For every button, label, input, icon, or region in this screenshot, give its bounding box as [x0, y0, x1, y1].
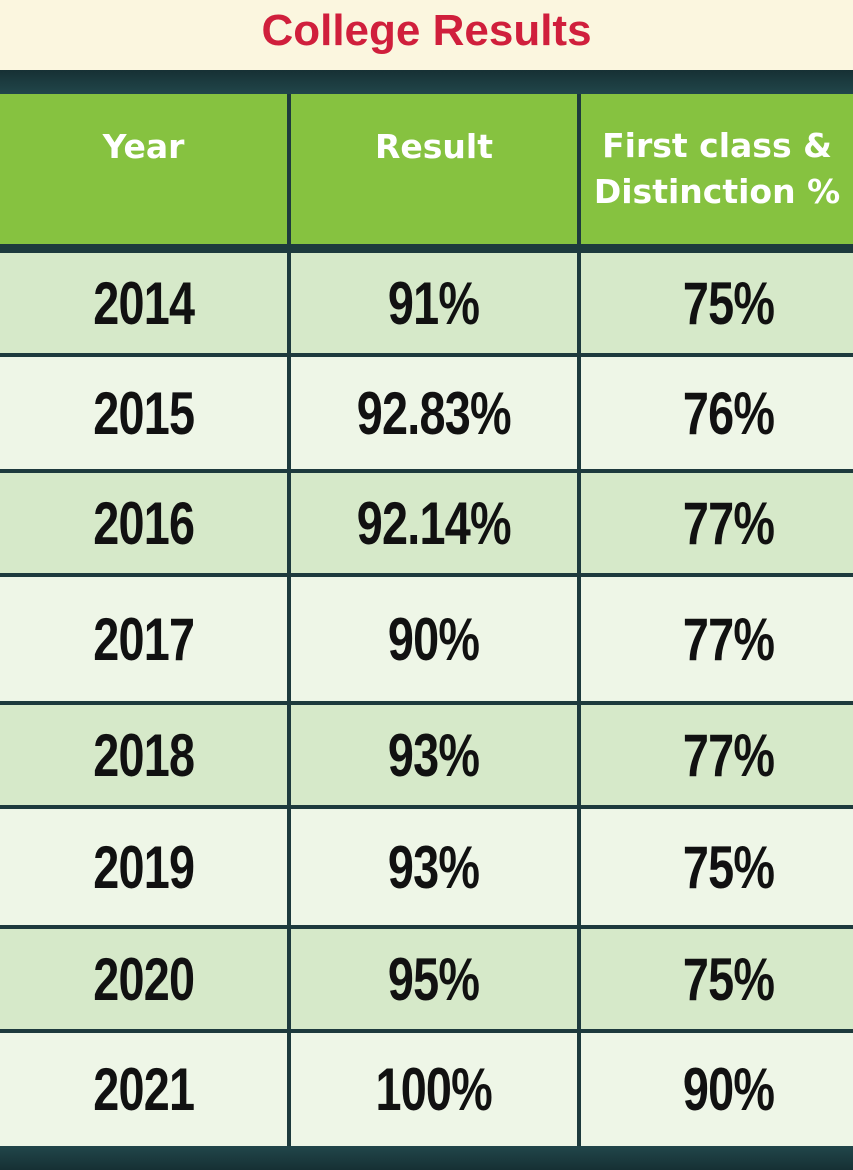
table-cell-result: 92.14%	[291, 473, 577, 573]
distinction-value: 77%	[683, 489, 775, 557]
year-value: 2020	[92, 945, 195, 1013]
header-year-label: Year	[102, 127, 185, 166]
table-cell-result: 93%	[291, 705, 577, 805]
year-value: 2017	[92, 605, 195, 673]
result-value: 93%	[388, 721, 480, 789]
header-distinction-line1: First class &	[602, 126, 832, 165]
year-value: 2014	[92, 269, 195, 337]
result-value: 91%	[388, 269, 480, 337]
page-title: College Results	[261, 6, 592, 55]
table-cell-distinction: 76%	[581, 357, 853, 469]
table-cell-result: 91%	[291, 253, 577, 353]
distinction-value: 75%	[683, 833, 775, 901]
table-cell-distinction: 77%	[581, 705, 853, 805]
header-result-label: Result	[374, 127, 493, 166]
table-cell-result: 100%	[291, 1033, 577, 1146]
result-value: 92.14%	[356, 489, 512, 557]
result-value: 100%	[375, 1056, 493, 1123]
table-cell-result: 90%	[291, 577, 577, 701]
top-divider-band	[0, 70, 853, 94]
table-cell-distinction: 75%	[581, 253, 853, 353]
distinction-value: 77%	[683, 605, 775, 673]
year-value: 2021	[92, 1056, 195, 1123]
table-cell-year: 2018	[0, 705, 287, 805]
result-value: 90%	[388, 605, 480, 673]
table-cell-distinction: 90%	[581, 1033, 853, 1146]
table-cell-result: 92.83%	[291, 357, 577, 469]
distinction-value: 75%	[683, 269, 775, 337]
table-cell-distinction: 75%	[581, 809, 853, 925]
header-distinction-line2: Distinction %	[593, 172, 841, 211]
distinction-value: 90%	[683, 1056, 775, 1123]
table-cell-year: 2017	[0, 577, 287, 701]
distinction-value: 77%	[683, 721, 775, 789]
results-table: Year Result First class & Distinction % …	[0, 94, 853, 1146]
year-value: 2016	[92, 489, 195, 557]
result-value: 92.83%	[356, 379, 512, 447]
table-cell-distinction: 77%	[581, 577, 853, 701]
table-cell-distinction: 75%	[581, 929, 853, 1029]
distinction-value: 76%	[683, 379, 775, 447]
table-cell-year: 2021	[0, 1033, 287, 1146]
table-cell-year: 2014	[0, 253, 287, 353]
table-cell-result: 95%	[291, 929, 577, 1029]
table-cell-year: 2019	[0, 809, 287, 925]
header-year: Year	[0, 94, 287, 244]
table-cell-year: 2015	[0, 357, 287, 469]
year-value: 2019	[92, 833, 195, 901]
year-value: 2018	[92, 721, 195, 789]
header-result: Result	[291, 94, 577, 244]
result-value: 93%	[388, 833, 480, 901]
distinction-value: 75%	[683, 945, 775, 1013]
table-cell-year: 2016	[0, 473, 287, 573]
year-value: 2015	[92, 379, 195, 447]
table-cell-result: 93%	[291, 809, 577, 925]
result-value: 95%	[388, 945, 480, 1013]
header-distinction: First class & Distinction %	[581, 94, 853, 244]
bottom-divider-band	[0, 1146, 853, 1170]
title-bar: College Results	[0, 0, 853, 70]
table-cell-year: 2020	[0, 929, 287, 1029]
table-cell-distinction: 77%	[581, 473, 853, 573]
